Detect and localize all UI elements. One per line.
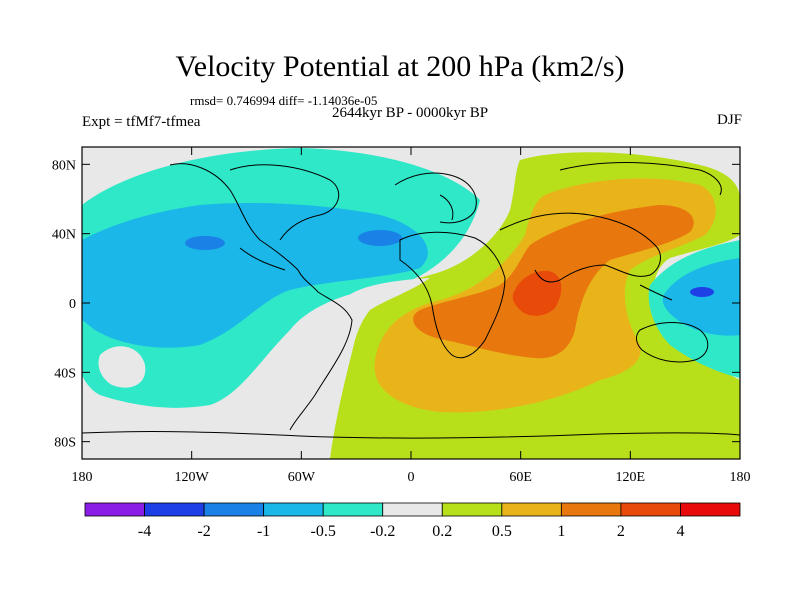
colorbar [84, 502, 741, 517]
coast-north-asia [559, 162, 722, 196]
chart-title: Velocity Potential at 200 hPa (km2/s) [175, 50, 625, 83]
lat-label: 0 [69, 297, 76, 312]
lon-label: 180 [72, 470, 93, 485]
colorbar-box [84, 502, 145, 517]
lat-label: 80S [54, 436, 76, 451]
lon-label: 0 [408, 470, 415, 485]
colorbar-box [441, 502, 503, 517]
coast-africa [399, 231, 506, 359]
neutral-wedge-atlantic [300, 278, 430, 459]
lat-label: 40S [54, 366, 76, 381]
colorbar-label: 0.5 [492, 523, 512, 540]
negative-core-north-america [185, 236, 225, 250]
experiment-label: Expt = tfMf7-tfmea [82, 114, 201, 130]
colorbar-box [560, 502, 622, 517]
colorbar-label: -0.5 [311, 523, 336, 540]
negative-core-west-pacific [690, 287, 714, 297]
coast-mediterranean [439, 194, 454, 221]
coast-north-america [229, 164, 340, 241]
lon-label: 120E [616, 470, 646, 485]
lon-label: 120W [175, 470, 210, 485]
colorbar-label: -4 [138, 523, 151, 540]
colorbar-label: -2 [197, 523, 210, 540]
negative-core-atlantic [358, 230, 402, 246]
coast-indonesia [639, 284, 673, 301]
colorbar-box [680, 502, 741, 517]
lon-label: 60E [509, 470, 532, 485]
coastlines [82, 162, 740, 439]
stats-line: rmsd= 0.746994 diff= -1.14036e-05 [190, 93, 378, 108]
colorbar-labels: -4 -2 -1 -0.5 -0.2 0.2 0.5 1 2 4 [138, 523, 685, 540]
coast-central-america [239, 247, 286, 271]
period-label: 2644kyr BP - 0000kyr BP [331, 105, 489, 121]
longitude-labels: 180 120W 60W 0 60E 120E 180 [72, 470, 751, 485]
colorbar-box [263, 502, 324, 517]
coast-antarctica [82, 431, 740, 439]
coast-europe [394, 172, 477, 224]
colorbar-box [382, 502, 443, 517]
colorbar-box [620, 502, 681, 517]
colorbar-label: 1 [557, 523, 565, 540]
coast-asia [499, 212, 661, 283]
latitude-labels: 80N 40N 0 40S 80S [52, 158, 76, 450]
axis-ticks [81, 147, 741, 459]
colorbar-label: -1 [257, 523, 270, 540]
colorbar-box [144, 502, 205, 517]
contour-field [82, 147, 740, 459]
coast-americas [169, 163, 353, 431]
colorbar-box [501, 502, 562, 517]
colorbar-label: 4 [676, 523, 684, 540]
negative-region-medium [82, 203, 428, 348]
season-label: DJF [716, 112, 742, 128]
colorbar-label: 0.2 [432, 523, 452, 540]
colorbar-box [203, 502, 265, 517]
colorbar-label: 2 [617, 523, 625, 540]
neutral-spot-pacific [98, 346, 146, 388]
lat-label: 80N [52, 158, 76, 173]
lon-label: 180 [730, 470, 751, 485]
colorbar-label: -0.2 [370, 523, 395, 540]
coast-australia [636, 322, 709, 363]
lat-label: 40N [52, 228, 76, 243]
colorbar-box [322, 502, 384, 517]
lon-label: 60W [288, 470, 316, 485]
